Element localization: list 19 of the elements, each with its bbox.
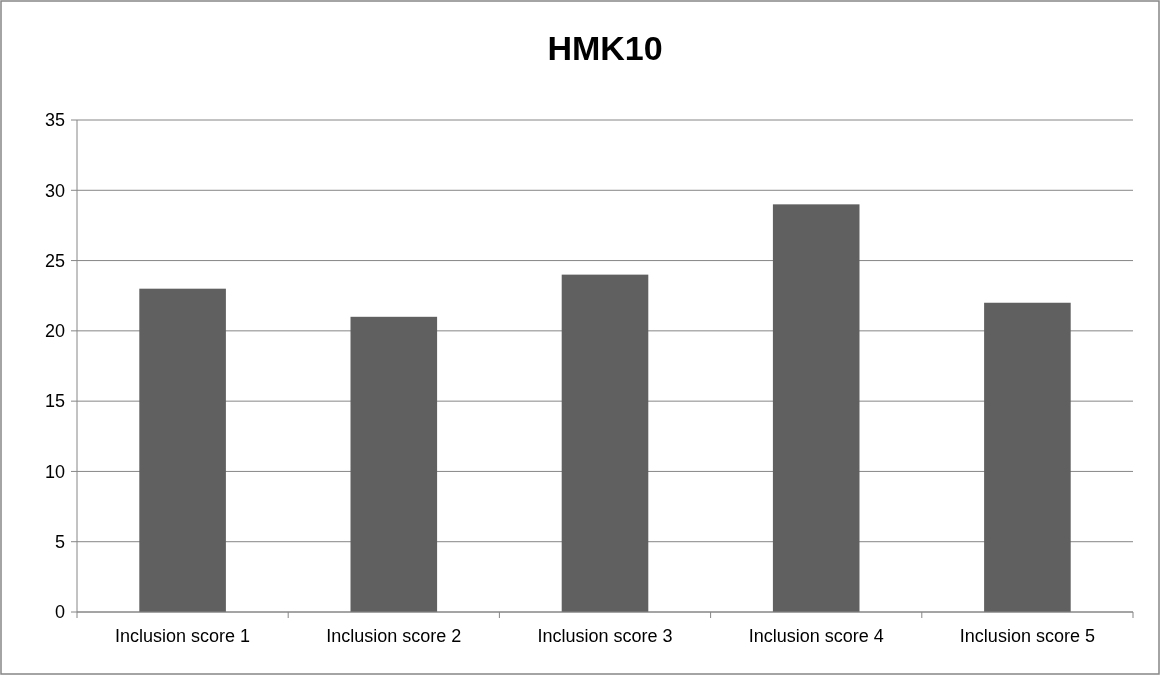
y-tick-label: 20 xyxy=(44,321,65,342)
x-tick-label: Inclusion score 5 xyxy=(959,626,1095,646)
bar xyxy=(561,274,649,612)
bar xyxy=(139,288,226,612)
bar xyxy=(350,316,438,612)
y-tick-label: 25 xyxy=(44,250,65,271)
x-tick-label: Inclusion score 4 xyxy=(748,626,884,646)
y-tick-label: 10 xyxy=(44,461,65,482)
x-tick-label: Inclusion score 3 xyxy=(537,626,673,646)
chart-title: HMK10 xyxy=(547,29,663,67)
y-tick-label: 15 xyxy=(44,391,65,412)
y-tick-label: 35 xyxy=(44,110,65,131)
y-tick-label: 5 xyxy=(54,532,65,553)
x-tick-label: Inclusion score 2 xyxy=(326,626,462,646)
bar xyxy=(984,302,1071,612)
y-tick-label: 0 xyxy=(54,602,65,623)
x-tick-label: Inclusion score 1 xyxy=(115,626,251,646)
y-tick-label: 30 xyxy=(44,180,65,201)
bar xyxy=(772,204,860,612)
